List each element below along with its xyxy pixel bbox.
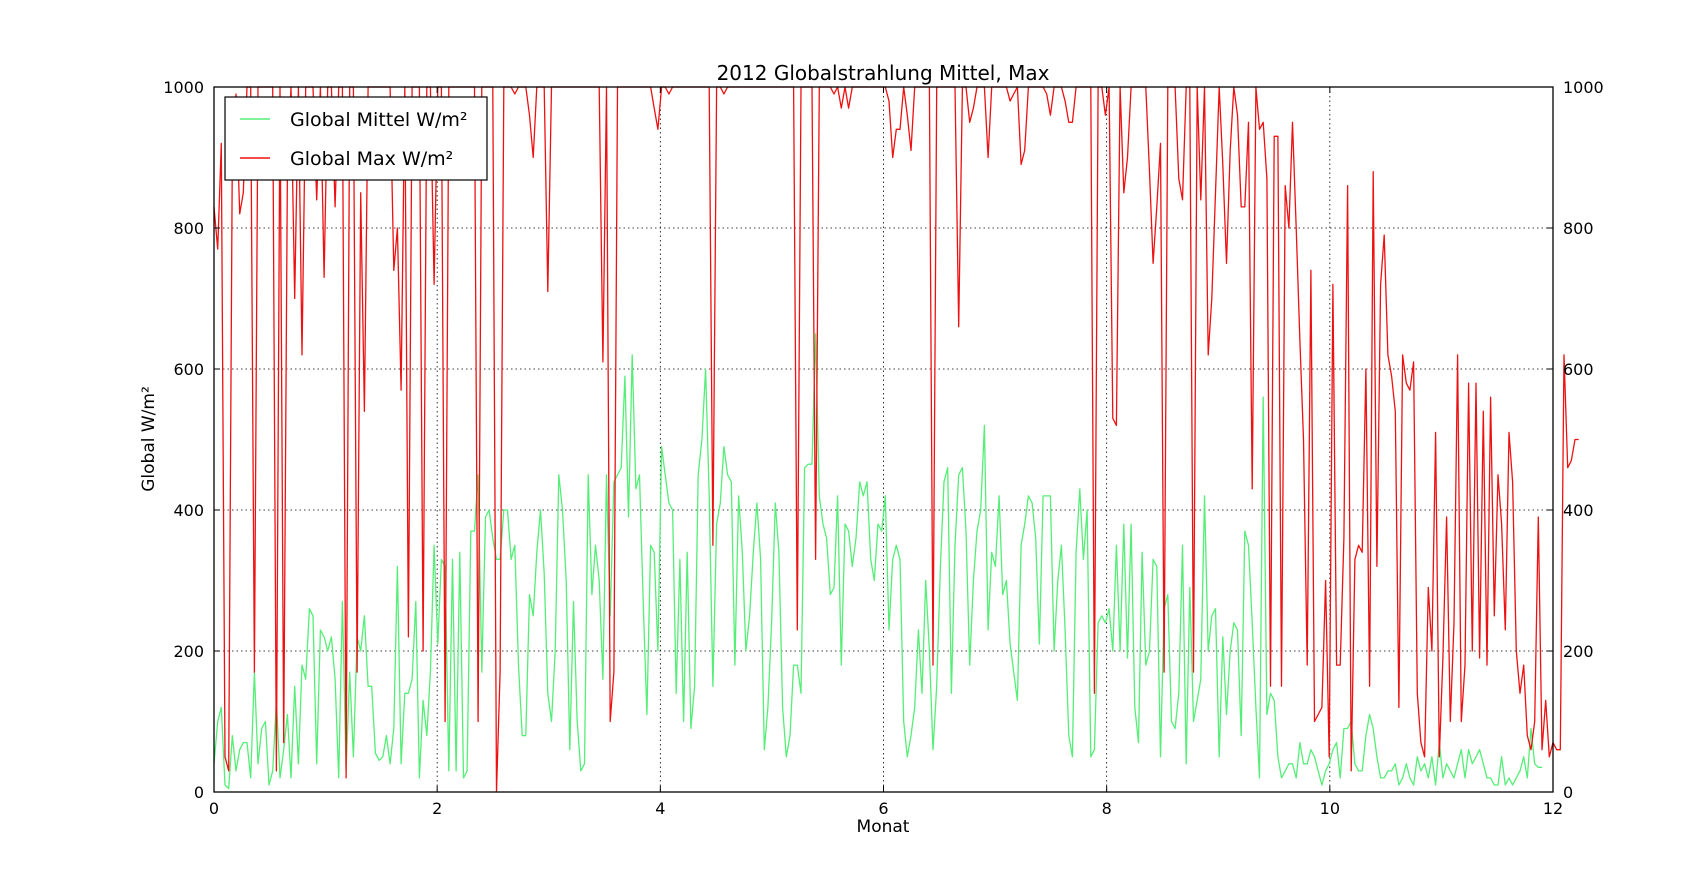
x-tick-label: 4	[655, 799, 665, 818]
series-line-global-mittel	[213, 333, 1542, 790]
x-tick-label: 12	[1543, 799, 1563, 818]
x-tick-label: 6	[878, 799, 888, 818]
y-tick-label-right: 600	[1563, 360, 1594, 379]
x-tick-label: 10	[1320, 799, 1340, 818]
grid	[214, 87, 1553, 792]
legend-label-mittel: Global Mittel W/m²	[290, 109, 468, 131]
y-tick-label-right: 200	[1563, 642, 1594, 661]
legend: Global Mittel W/m² Global Max W/m²	[224, 96, 488, 181]
y-tick-label-right: 1000	[1563, 78, 1604, 97]
y-tick-label: 800	[173, 219, 204, 238]
x-axis-label: Monat	[857, 817, 910, 837]
y-tick-label: 200	[173, 642, 204, 661]
chart-title: 2012 Globalstrahlung Mittel, Max	[717, 61, 1050, 85]
y-axis-label: Global W/m²	[139, 386, 159, 492]
x-tick-label: 8	[1102, 799, 1112, 818]
y-tick-label: 600	[173, 360, 204, 379]
y-tick-label: 400	[173, 501, 204, 520]
x-tick-label: 2	[432, 799, 442, 818]
legend-box	[224, 96, 488, 181]
y-tick-label-right: 0	[1563, 783, 1573, 802]
legend-label-max: Global Max W/m²	[290, 148, 453, 170]
y-tick-label-right: 800	[1563, 219, 1594, 238]
x-tick-label: 0	[209, 799, 219, 818]
y-tick-label: 1000	[163, 78, 204, 97]
y-tick-label: 0	[194, 783, 204, 802]
y-tick-label-right: 400	[1563, 501, 1594, 520]
